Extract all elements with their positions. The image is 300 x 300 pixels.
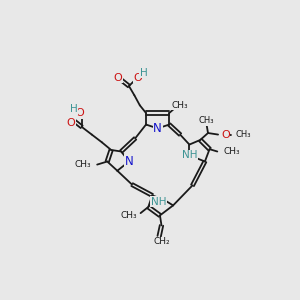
Text: CH₂: CH₂ (154, 237, 171, 246)
Text: CH₃: CH₃ (74, 160, 91, 169)
Text: N: N (153, 122, 162, 135)
Text: CH₃: CH₃ (172, 101, 188, 110)
Text: H: H (70, 104, 78, 114)
Text: N: N (124, 155, 133, 168)
Text: NH: NH (182, 150, 198, 160)
Text: O: O (67, 118, 75, 128)
Text: O: O (75, 108, 84, 118)
Text: O: O (134, 73, 142, 82)
Text: CH₃: CH₃ (235, 130, 250, 139)
Text: H: H (140, 68, 148, 78)
Text: O: O (221, 130, 230, 140)
Text: NH: NH (151, 196, 166, 206)
Text: CH₃: CH₃ (224, 147, 240, 156)
Text: CH₃: CH₃ (199, 116, 214, 125)
Text: CH₃: CH₃ (120, 211, 137, 220)
Text: O: O (114, 73, 122, 82)
